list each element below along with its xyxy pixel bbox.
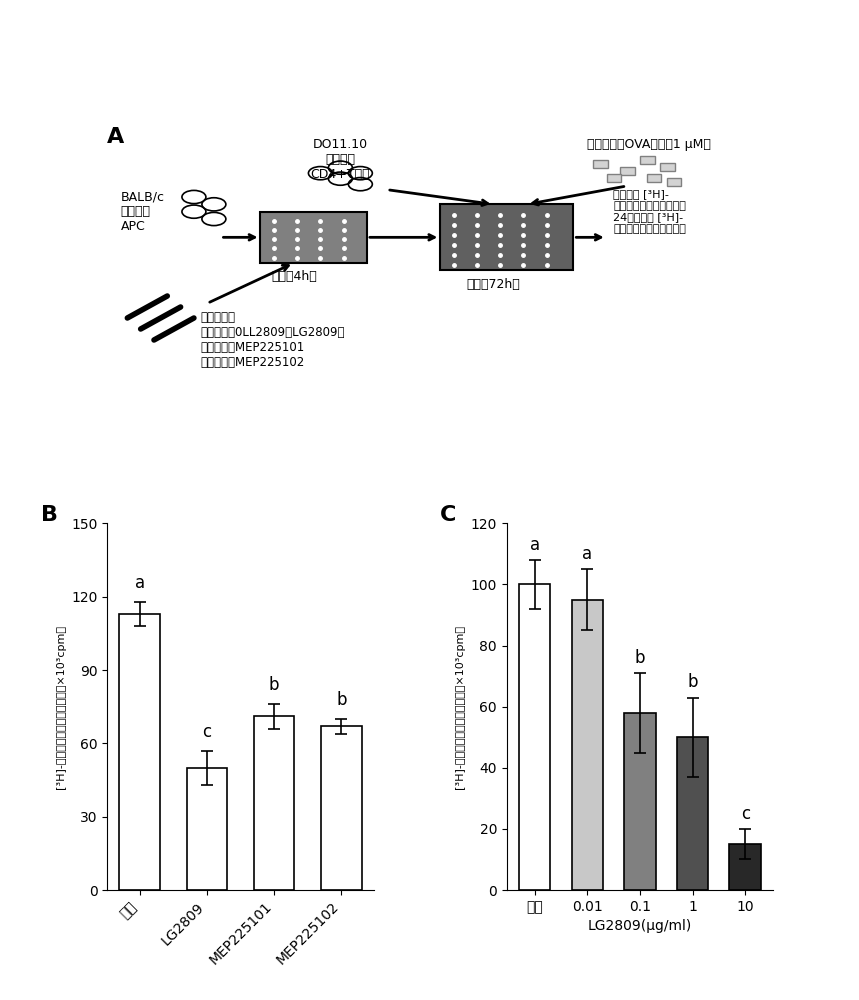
Text: b: b <box>635 649 645 667</box>
Text: DO11.10
脾来源的
CD4+T细胞: DO11.10 脾来源的 CD4+T细胞 <box>311 138 370 181</box>
Text: 卵白蛋白（OVA）肽（1 μM）: 卵白蛋白（OVA）肽（1 μM） <box>587 138 710 151</box>
Text: 测定添加 [³H]-
胸腺嘧啶脱氧核苷并培养
24小时后的 [³H]-
胸腺嘧啶脱氧核苷摄入量: 测定添加 [³H]- 胸腺嘧啶脱氧核苷并培养 24小时后的 [³H]- 胸腺嘧啶… <box>613 189 686 234</box>
Text: a: a <box>135 574 144 592</box>
Text: 热灭活菌体
格氏乳杆菌0LL2809（LG2809）
格氏乳杆菌MEP225101
干酪乳杆菌MEP225102: 热灭活菌体 格氏乳杆菌0LL2809（LG2809） 格氏乳杆菌MEP22510… <box>201 311 345 369</box>
Text: c: c <box>740 805 750 823</box>
Bar <box>647 174 661 182</box>
Bar <box>677 737 709 890</box>
Bar <box>440 204 574 270</box>
Bar <box>571 600 603 890</box>
Text: a: a <box>530 536 539 554</box>
Bar <box>606 174 621 182</box>
Text: a: a <box>582 545 593 563</box>
Bar <box>321 726 362 890</box>
X-axis label: LG2809(μg/ml): LG2809(μg/ml) <box>588 919 692 933</box>
Bar <box>667 178 681 186</box>
Bar <box>186 768 227 890</box>
Bar <box>660 163 674 171</box>
Text: BALB/c
脾来源的
APC: BALB/c 脾来源的 APC <box>120 190 165 233</box>
Bar <box>119 614 160 890</box>
Text: C: C <box>440 505 457 525</box>
Bar <box>640 156 655 164</box>
Text: b: b <box>687 673 698 691</box>
Bar <box>729 844 761 890</box>
Text: B: B <box>40 505 58 525</box>
Text: A: A <box>107 127 125 147</box>
Bar <box>620 167 635 175</box>
Bar <box>260 212 367 263</box>
Text: 培养（72h）: 培养（72h） <box>466 278 521 291</box>
Text: b: b <box>336 691 347 709</box>
Bar <box>624 713 655 890</box>
Text: 培养（4h）: 培养（4h） <box>271 270 317 283</box>
Y-axis label: [³H]-胸腺嘧啶脱氧核苷摄入量（×10³cpm）: [³H]-胸腺嘧啶脱氧核苷摄入量（×10³cpm） <box>56 625 66 789</box>
Text: b: b <box>269 676 279 694</box>
Bar <box>519 584 551 890</box>
Bar <box>594 160 608 168</box>
Bar <box>254 716 295 890</box>
Y-axis label: [³H]-胸腺嘧啶脱氧核苷摄入量（×10³cpm）: [³H]-胸腺嘧啶脱氧核苷摄入量（×10³cpm） <box>455 625 466 789</box>
Text: c: c <box>203 723 211 741</box>
